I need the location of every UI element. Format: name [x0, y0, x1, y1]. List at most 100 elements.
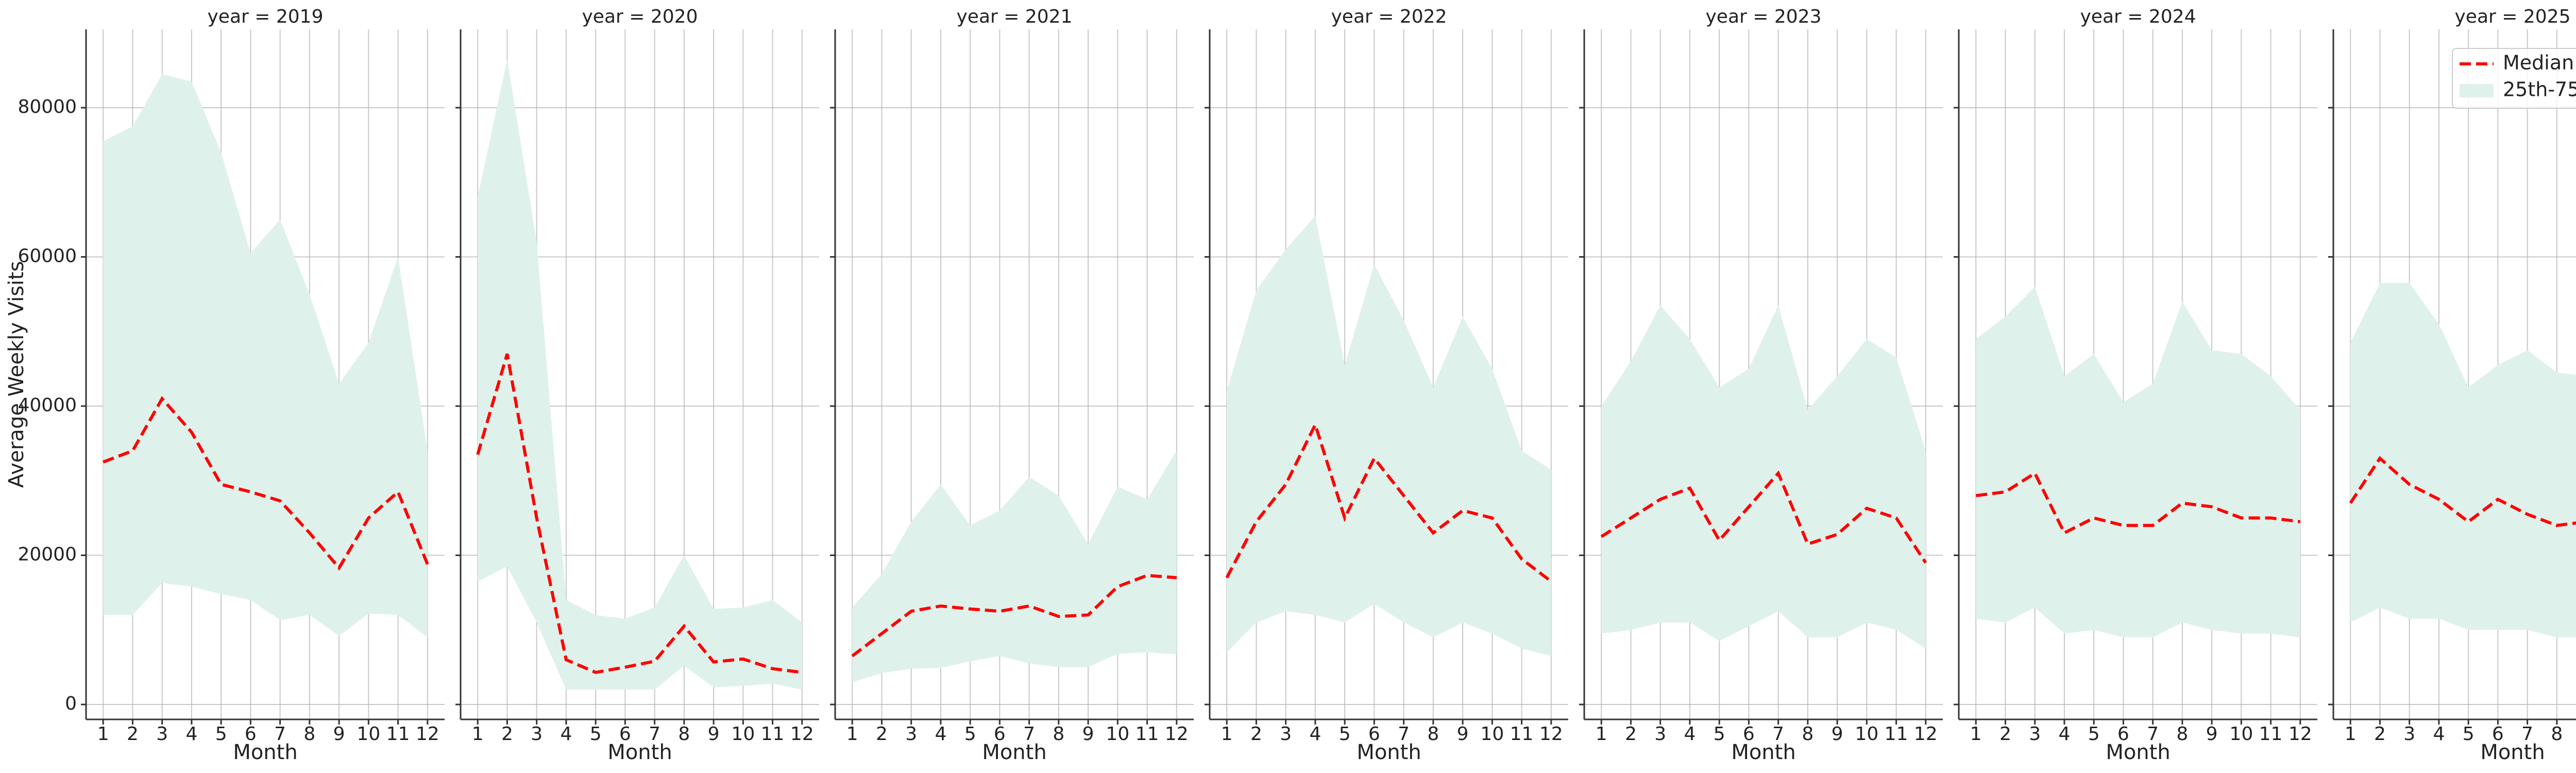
x-tick-label: 1 — [97, 724, 109, 745]
x-tick-label: 5 — [590, 724, 602, 745]
x-tick-label: 11 — [386, 724, 410, 745]
x-tick-label: 10 — [1106, 724, 1129, 745]
x-tick-label: 12 — [1165, 724, 1189, 745]
x-tick-label: 8 — [678, 724, 690, 745]
x-tick-label: 9 — [708, 724, 720, 745]
median-line — [2349, 456, 2576, 527]
x-tick-label: 2 — [2374, 724, 2386, 745]
y-tick-label: 80000 — [18, 96, 77, 117]
y-tick-label: 60000 — [18, 246, 77, 267]
x-axis-label: Month — [1357, 741, 1421, 764]
x-tick-label: 3 — [531, 724, 543, 745]
facet-title: year = 2019 — [208, 6, 324, 27]
x-tick-label: 9 — [2206, 724, 2218, 745]
x-tick-label: 5 — [215, 724, 227, 745]
x-axis-label: Month — [607, 741, 672, 764]
x-tick-label: 8 — [2551, 724, 2563, 745]
x-tick-label: 1 — [846, 724, 858, 745]
x-tick-label: 2 — [1999, 724, 2011, 745]
median-line — [103, 396, 429, 571]
x-tick-label: 4 — [1684, 724, 1696, 745]
x-tick-label: 9 — [1082, 724, 1094, 745]
x-tick-label: 1 — [1221, 724, 1233, 745]
y-tick-label: 40000 — [18, 395, 77, 416]
x-tick-label: 8 — [1802, 724, 1814, 745]
x-tick-label: 7 — [2521, 724, 2533, 745]
x-tick-label: 4 — [185, 724, 197, 745]
x-tick-label: 3 — [1654, 724, 1666, 745]
x-tick-label: 8 — [2176, 724, 2188, 745]
x-tick-label: 2 — [501, 724, 513, 745]
x-tick-label: 12 — [2289, 724, 2312, 745]
x-tick-label: 1 — [1596, 724, 1607, 745]
x-tick-label: 9 — [1457, 724, 1469, 745]
legend-patch — [2460, 84, 2494, 97]
x-tick-label: 6 — [1743, 724, 1755, 745]
x-tick-label: 6 — [619, 724, 631, 745]
x-tick-label: 7 — [2147, 724, 2159, 745]
percentile-band — [1601, 305, 1926, 649]
x-tick-label: 2 — [1625, 724, 1637, 745]
x-tick-label: 3 — [2403, 724, 2415, 745]
x-tick-label: 9 — [1832, 724, 1843, 745]
x-tick-label: 4 — [2058, 724, 2070, 745]
x-tick-label: 10 — [357, 724, 380, 745]
median-line — [476, 353, 803, 674]
x-tick-label: 7 — [1772, 724, 1784, 745]
x-tick-label: 12 — [416, 724, 439, 745]
x-tick-label: 10 — [1480, 724, 1504, 745]
x-tick-label: 7 — [649, 724, 660, 745]
x-tick-label: 6 — [2492, 724, 2504, 745]
x-tick-label: 9 — [333, 724, 345, 745]
x-axis-label: Month — [233, 741, 297, 764]
x-tick-label: 5 — [1714, 724, 1725, 745]
x-tick-label: 2 — [127, 724, 139, 745]
x-tick-label: 5 — [1339, 724, 1351, 745]
x-tick-label: 5 — [2088, 724, 2100, 745]
percentile-band — [1976, 287, 2300, 637]
percentile-band — [2350, 283, 2576, 637]
x-tick-label: 6 — [2117, 724, 2129, 745]
x-axis-label: Month — [2480, 741, 2545, 764]
facet-title: year = 2021 — [957, 6, 1073, 27]
percentile-band — [1227, 215, 1551, 656]
x-tick-label: 2 — [1250, 724, 1262, 745]
x-tick-label: 12 — [1539, 724, 1563, 745]
median-line — [1975, 470, 2301, 535]
x-tick-label: 12 — [790, 724, 814, 745]
x-tick-label: 4 — [560, 724, 572, 745]
facet-title: year = 2025 — [2455, 6, 2571, 27]
x-tick-label: 4 — [2433, 724, 2445, 745]
x-tick-label: 3 — [156, 724, 168, 745]
x-tick-label: 5 — [2463, 724, 2475, 745]
x-tick-label: 7 — [274, 724, 286, 745]
x-tick-label: 6 — [994, 724, 1006, 745]
x-tick-label: 11 — [2259, 724, 2283, 745]
percentile-band — [852, 450, 1177, 682]
x-tick-label: 2 — [876, 724, 888, 745]
x-tick-label: 4 — [1309, 724, 1321, 745]
x-tick-label: 1 — [2345, 724, 2357, 745]
x-axis-label: Month — [2106, 741, 2170, 764]
y-tick-label: 20000 — [18, 544, 77, 565]
x-tick-label: 8 — [303, 724, 315, 745]
y-tick-label: 0 — [65, 693, 77, 714]
facet-title: year = 2023 — [1706, 6, 1822, 27]
x-tick-label: 3 — [1280, 724, 1292, 745]
x-axis-label: Month — [982, 741, 1046, 764]
x-tick-label: 11 — [1136, 724, 1159, 745]
x-tick-label: 11 — [761, 724, 785, 745]
x-tick-label: 12 — [1914, 724, 1938, 745]
y-axis-label: Average Weekly Visits — [5, 261, 28, 488]
x-tick-label: 6 — [1368, 724, 1380, 745]
median-line — [1600, 470, 1927, 564]
facet-title: year = 2024 — [2080, 6, 2196, 27]
legend-label: 25th-75th Percentile — [2503, 78, 2576, 101]
x-tick-label: 3 — [2029, 724, 2041, 745]
facet-title: year = 2020 — [582, 6, 698, 27]
x-tick-label: 1 — [472, 724, 484, 745]
x-tick-label: 7 — [1023, 724, 1035, 745]
legend-label: Median — [2503, 52, 2574, 74]
x-tick-label: 5 — [964, 724, 976, 745]
